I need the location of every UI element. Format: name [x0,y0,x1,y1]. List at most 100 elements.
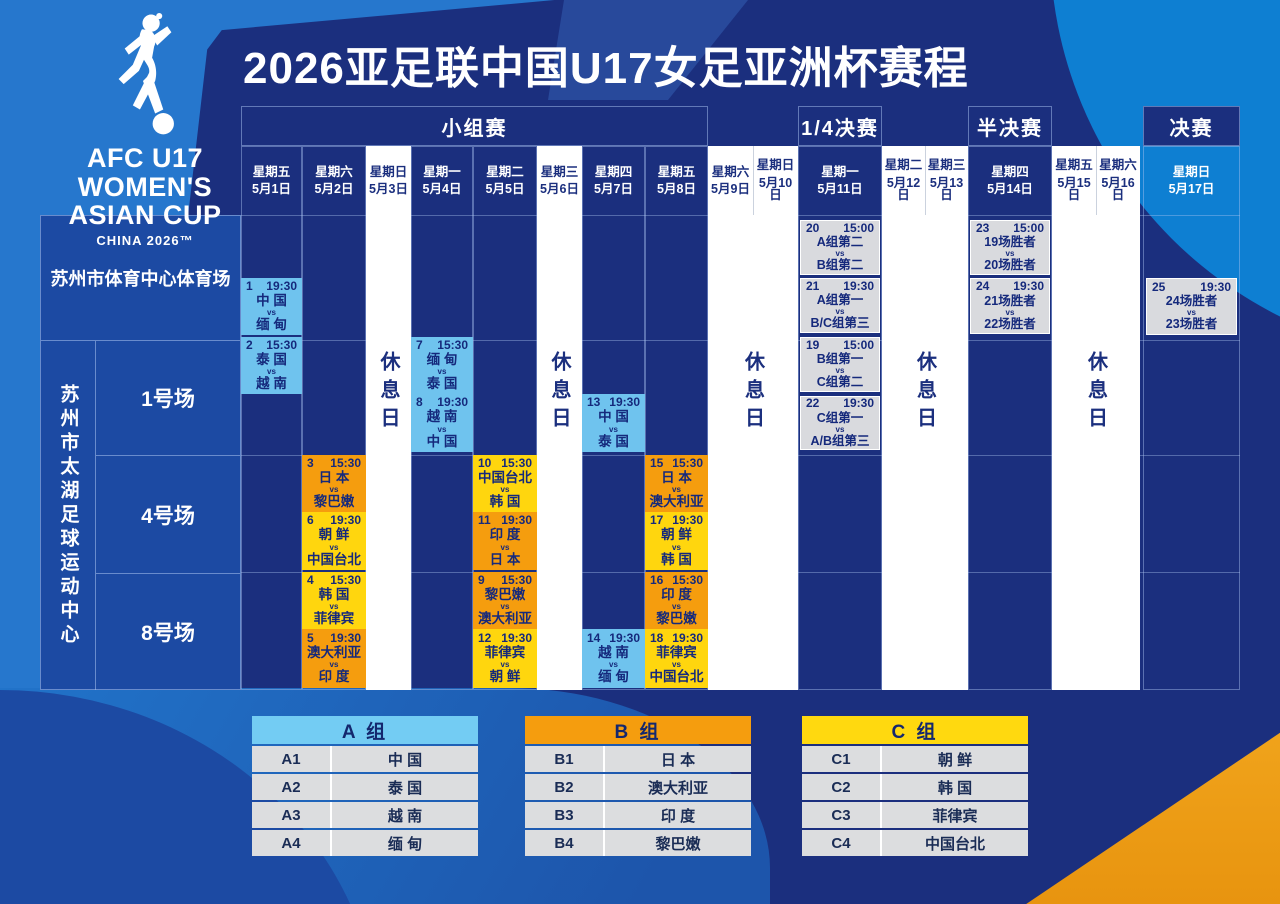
match-number: 7 [416,337,423,352]
match-time: 19:30 [609,630,640,645]
team-name: 朝 鲜 [937,751,973,769]
match-number: 21 [806,278,820,293]
away-team: B/C组第三 [810,316,870,331]
away-team: 22场胜者 [984,316,1036,331]
match-time: 15:30 [330,455,361,470]
table-row: C3 菲律宾 [802,802,1028,828]
seed-code: B2 [525,774,605,800]
rest-day-label: 休息日 [913,350,936,435]
team-name: 韩 国 [937,779,973,797]
column-may2 [302,146,366,690]
home-team: 菲律宾 [656,644,697,660]
seed-code: A3 [252,802,332,828]
match-time: 15:30 [501,455,532,470]
vs-label: vs [609,660,618,670]
match-number: 16 [650,572,664,587]
date-cell-may5: 星期二 5月5日 [473,146,537,215]
poster-title: 2026亚足联中国U17女足亚洲杯赛程 [243,44,969,93]
away-team: C组第二 [816,375,864,390]
match-time: 19:30 [672,630,703,645]
vs-label: vs [437,424,447,434]
rest-day-label: 休息日 [741,350,764,435]
date-label: 5月15日 [1057,175,1091,203]
weekday-label: 星期五 [252,164,291,179]
vs-label: vs [267,308,276,318]
away-team: B组第二 [816,258,864,273]
away-team: 日 本 [489,551,521,567]
match-cell-12: 12 19:30 菲律宾 vs 朝 鲜 [473,629,537,688]
weekday-label: 星期日 [756,158,795,173]
away-team: 黎巴嫩 [313,494,355,510]
weekday-label: 星期四 [991,164,1029,179]
match-cell-24: 24 19:30 21场胜者 vs 22场胜者 [970,278,1050,334]
group-c-header: C 组 [802,716,1028,744]
match-number: 8 [416,395,423,410]
date-cell-may4: 星期一 5月4日 [411,146,473,215]
column-may1 [241,146,302,690]
group-table-b: B 组 B1 日 本 B2 澳大利亚 B3 印 度 B4 黎巴嫩 [525,716,751,856]
seed-code: B3 [525,802,605,828]
away-team: 澳大利亚 [649,494,704,510]
match-number: 3 [307,455,314,470]
date-cell-may15: 星期五 5月15日 [1052,146,1096,215]
home-team: 中国台北 [478,469,532,485]
rest-day-label: 休息日 [548,350,570,435]
date-cell-may16: 星期六 5月16日 [1096,146,1140,215]
match-time: 19:30 [437,395,468,410]
rest-day-label: 休息日 [377,350,399,435]
column-may3-rest [366,146,411,690]
vs-label: vs [835,366,845,376]
table-row: A2 泰 国 [252,774,478,800]
away-team: 印 度 [318,669,350,685]
match-time: 15:00 [843,337,874,352]
match-cell-4: 4 15:30 韩 国 vs 菲律宾 [302,572,366,629]
team-name: 菲律宾 [932,807,978,825]
match-time: 15:30 [437,337,468,352]
group-b-header: B 组 [525,716,751,744]
table-row: B1 日 本 [525,746,751,772]
match-cell-21: 21 19:30 A组第一 vs B/C组第三 [800,278,880,333]
match-cell-9: 9 15:30 黎巴嫩 vs 澳大利亚 [473,572,537,629]
weekday-label: 星期三 [540,164,579,179]
away-team: 朝 鲜 [489,669,521,685]
date-label: 5月8日 [657,182,696,196]
date-separator [1096,146,1097,215]
away-team: 菲律宾 [313,611,355,627]
home-team: 中 国 [598,409,629,425]
seed-code: C3 [802,802,882,828]
afc-logo: AFC U17 WOMEN'S ASIAN CUP CHINA 2026™ [52,12,238,248]
home-team: A组第一 [816,293,864,308]
stage-band-semifinal: 半决赛 [968,106,1052,146]
vs-label: vs [267,367,276,377]
date-cell-may8: 星期五 5月8日 [645,146,708,215]
weekday-label: 星期一 [821,164,859,179]
home-team: 缅 甸 [426,351,458,367]
date-cell-may2: 星期六 5月2日 [302,146,366,215]
date-cell-may3: 星期日 5月3日 [366,146,411,215]
weekday-label: 星期三 [927,158,966,173]
match-number: 23 [976,220,990,235]
match-time: 15:30 [501,572,532,587]
team-name: 缅 甸 [387,835,423,853]
column-may12-rest [882,146,925,690]
weekday-label: 星期五 [1055,158,1093,173]
weekday-label: 星期六 [1099,158,1137,173]
match-number: 5 [307,630,314,645]
match-time: 19:30 [609,395,640,410]
home-team: 印 度 [661,586,692,602]
logo-line2: WOMEN'S [77,171,213,202]
match-time: 19:30 [330,513,361,528]
table-row: C4 中国台北 [802,830,1028,856]
vs-label: vs [672,660,681,670]
home-team: 印 度 [489,527,521,543]
away-team: 越 南 [256,376,287,392]
field-label-4: 4号场 [96,456,240,574]
vs-label: vs [672,542,681,552]
match-number: 13 [587,395,601,410]
match-time: 15:30 [672,572,703,587]
vs-label: vs [1005,249,1015,259]
logo-line4: CHINA 2026™ [96,232,194,248]
date-label: 5月12日 [886,175,921,203]
date-cell-may6: 星期三 5月6日 [537,146,582,215]
table-row: B3 印 度 [525,802,751,828]
